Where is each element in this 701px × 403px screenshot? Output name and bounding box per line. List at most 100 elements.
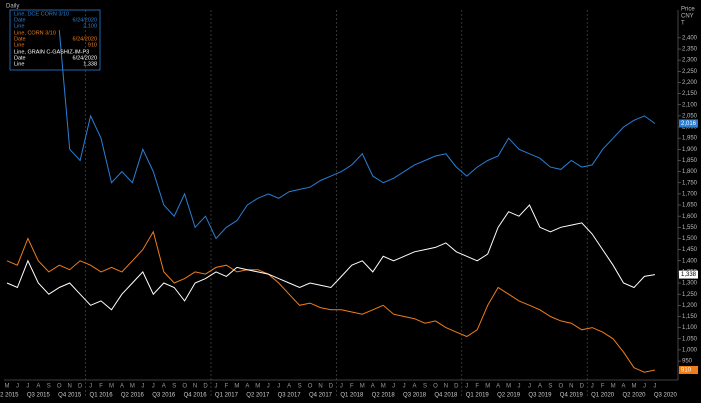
month-label: M (506, 384, 511, 390)
quarter-label: Q4 2016 (184, 393, 208, 399)
month-label: S (47, 384, 51, 390)
series-line (6, 230, 656, 373)
legend-entry: 6/24/2020 (73, 36, 97, 42)
month-label: A (287, 384, 291, 390)
y-tick-label: 1,600 (682, 214, 698, 220)
month-label: F (475, 384, 479, 390)
month-label: M (5, 384, 10, 390)
quarter-label: Q2 2015 (0, 393, 19, 399)
month-label: D (454, 384, 459, 390)
month-label: A (496, 384, 500, 390)
last-value-box (679, 270, 698, 279)
month-label: F (350, 384, 354, 390)
quarter-label: Q2 2018 (372, 393, 396, 399)
month-label: J (340, 384, 343, 390)
y-tick-label: 1,300 (682, 281, 698, 287)
month-label: F (225, 384, 229, 390)
y-tick-label: 1,550 (682, 225, 698, 231)
month-label: M (611, 384, 616, 390)
legend-entry: Date (14, 17, 26, 23)
month-label: M (360, 384, 365, 390)
month-label: D (203, 384, 208, 390)
legend-entry: Line (14, 42, 24, 48)
quarter-label: Q1 2020 (591, 393, 615, 399)
month-label: J (89, 384, 92, 390)
last-value-label: 2,016 (681, 121, 697, 127)
y-tick-label: 1,800 (682, 169, 698, 175)
y-tick-label: 1,500 (682, 236, 698, 242)
month-label: O (57, 384, 62, 390)
y-tick-label: 1,100 (682, 325, 698, 331)
month-label: A (36, 384, 40, 390)
y-tick-label: 2,200 (682, 80, 698, 86)
month-label: M (255, 384, 260, 390)
month-label: M (485, 384, 490, 390)
month-label: J (141, 384, 144, 390)
legend-entry: Line, CORN 3/10 (14, 30, 56, 36)
quarter-label: Q3 2017 (278, 393, 302, 399)
month-label: J (403, 384, 406, 390)
quarter-label: Q3 2016 (152, 393, 176, 399)
month-label: A (413, 384, 417, 390)
month-label: S (548, 384, 552, 390)
month-label: O (182, 384, 187, 390)
month-label: M (381, 384, 386, 390)
legend-entry: 2,100 (83, 23, 97, 29)
month-label: J (392, 384, 395, 390)
month-label: N (569, 384, 573, 390)
y-tick-label: 1,900 (682, 147, 698, 153)
month-label: A (622, 384, 626, 390)
y-tick-label: 2,150 (682, 91, 698, 97)
y-tick-label: 1,200 (682, 303, 698, 309)
month-label: M (109, 384, 114, 390)
quarter-label: Q3 2015 (27, 393, 51, 399)
month-label: N (68, 384, 72, 390)
legend-entry: 6/24/2020 (73, 17, 97, 23)
axis-title: Price (681, 7, 695, 13)
y-tick-label: 950 (682, 359, 693, 365)
month-label: A (371, 384, 375, 390)
quarter-label: Q2 2016 (121, 393, 145, 399)
y-tick-label: 1,000 (682, 347, 698, 353)
y-tick-label: 2,300 (682, 58, 698, 64)
month-label: J (26, 384, 29, 390)
quarter-label: Q4 2017 (309, 393, 333, 399)
y-tick-label: 1,450 (682, 247, 698, 253)
quarter-label: Q3 2019 (528, 393, 552, 399)
y-tick-label: 2,100 (682, 102, 698, 108)
y-tick-label: 1,700 (682, 191, 698, 197)
month-label: J (465, 384, 468, 390)
month-label: A (162, 384, 166, 390)
y-tick-label: 1,400 (682, 258, 698, 264)
month-label: O (559, 384, 564, 390)
month-label: S (172, 384, 176, 390)
legend-entry: 910 (88, 42, 97, 48)
legend-entry: 6/24/2020 (73, 55, 97, 61)
month-label: J (643, 384, 646, 390)
legend-entry: Line (14, 23, 24, 29)
month-label: A (120, 384, 124, 390)
last-value-box (679, 119, 698, 128)
y-tick-label: 1,250 (682, 292, 698, 298)
month-label: F (601, 384, 605, 390)
legend-entry: Line (14, 61, 24, 67)
month-label: N (444, 384, 448, 390)
quarter-label: Q1 2016 (90, 393, 114, 399)
month-label: N (193, 384, 197, 390)
y-tick-label: 2,350 (682, 47, 698, 53)
quarter-label: Q1 2018 (340, 393, 364, 399)
month-label: J (518, 384, 521, 390)
period-label: Daily (6, 4, 19, 10)
legend-entry: Date (14, 36, 26, 42)
month-label: A (245, 384, 249, 390)
month-label: A (538, 384, 542, 390)
month-label: S (298, 384, 302, 390)
quarter-label: Q2 2019 (497, 393, 521, 399)
series-line (58, 30, 656, 240)
month-label: J (16, 384, 19, 390)
y-tick-label: 1,050 (682, 336, 698, 342)
axis-title: CNY (681, 14, 694, 20)
quarter-label: Q2 2017 (246, 393, 270, 399)
